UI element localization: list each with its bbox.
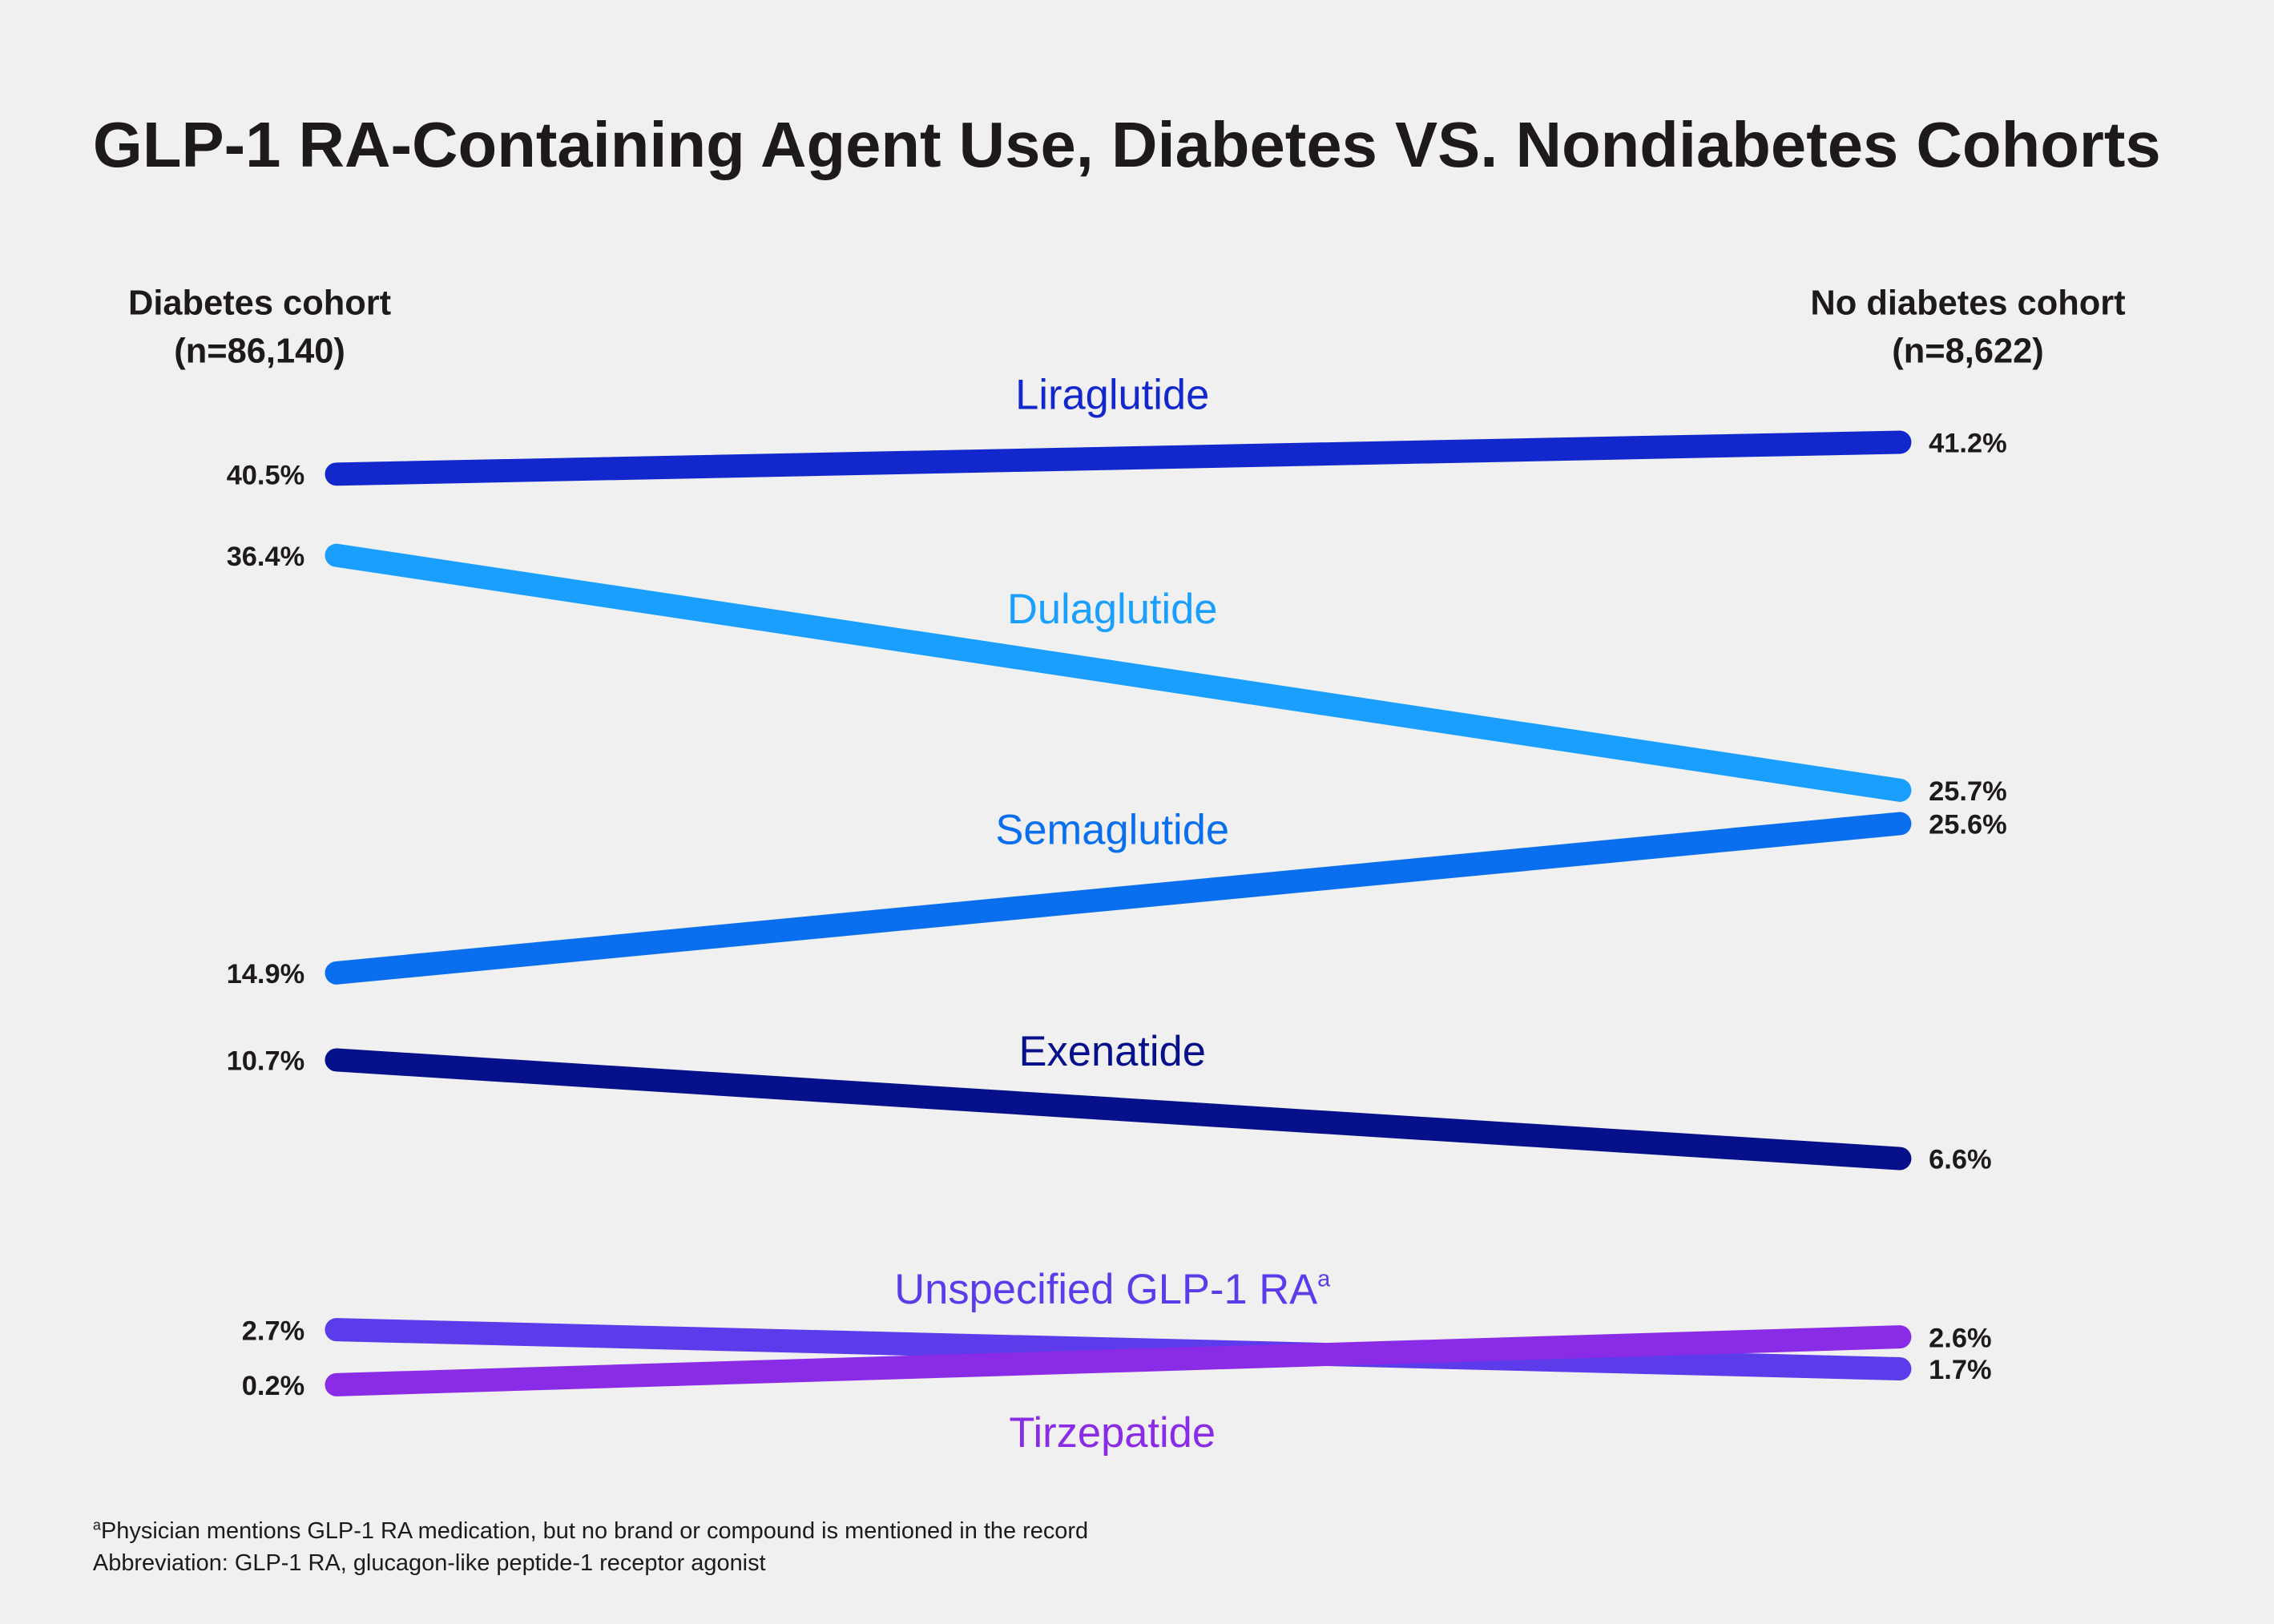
value-label-left-unspecified-glp-1-ra: 2.7% [242, 1316, 304, 1346]
footnote-abbreviation: Abbreviation: GLP-1 RA, glucagon-like pe… [93, 1550, 766, 1576]
footnote-a: aPhysician mentions GLP-1 RA medication,… [93, 1517, 1088, 1544]
value-label-left-exenatide: 10.7% [227, 1046, 304, 1077]
value-label-right-dulaglutide: 25.7% [1929, 776, 2006, 807]
line-dulaglutide [325, 543, 1912, 802]
series-lines [325, 430, 1912, 1396]
line-semaglutide [325, 812, 1912, 985]
value-label-right-unspecified-glp-1-ra: 1.7% [1929, 1355, 1991, 1385]
footnote-a-text: Physician mentions GLP-1 RA medication, … [101, 1518, 1088, 1544]
value-label-left-tirzepatide: 0.2% [242, 1371, 304, 1401]
series-labels: 40.5% 41.2% Liraglutide 36.4% 25.7% Dulagluti… [227, 371, 2007, 1457]
line-liraglutide [325, 430, 1912, 486]
value-label-right-liraglutide: 41.2% [1929, 429, 2006, 459]
value-label-left-dulaglutide: 36.4% [227, 542, 304, 572]
right-column-label: No diabetes cohort [1810, 284, 2125, 323]
value-label-left-liraglutide: 40.5% [227, 460, 304, 490]
series-name-dulaglutide: Dulaglutide [1007, 586, 1218, 633]
right-column-n: (n=8,622) [1892, 332, 2043, 370]
line-tirzepatide [325, 1325, 1912, 1396]
footnote-a-mark: a [93, 1517, 102, 1533]
value-label-right-tirzepatide: 2.6% [1929, 1323, 1991, 1353]
series-name-exenatide: Exenatide [1019, 1028, 1206, 1075]
series-name-liraglutide: Liraglutide [1015, 371, 1209, 418]
series-name-semaglutide: Semaglutide [995, 806, 1229, 853]
left-column-label: Diabetes cohort [128, 284, 391, 323]
line-exenatide [325, 1048, 1912, 1171]
footnote-marker: a [1317, 1266, 1331, 1292]
series-name-unspecified-glp-1-ra: Unspecified GLP-1 RAa [894, 1266, 1331, 1313]
chart-title: GLP-1 RA-Containing Agent Use, Diabetes … [93, 109, 2161, 180]
left-column-n: (n=86,140) [174, 332, 345, 370]
value-label-right-exenatide: 6.6% [1929, 1145, 1991, 1175]
series-name-tirzepatide: Tirzepatide [1009, 1409, 1216, 1457]
value-label-left-semaglutide: 14.9% [227, 959, 304, 989]
value-label-right-semaglutide: 25.6% [1929, 810, 2006, 840]
